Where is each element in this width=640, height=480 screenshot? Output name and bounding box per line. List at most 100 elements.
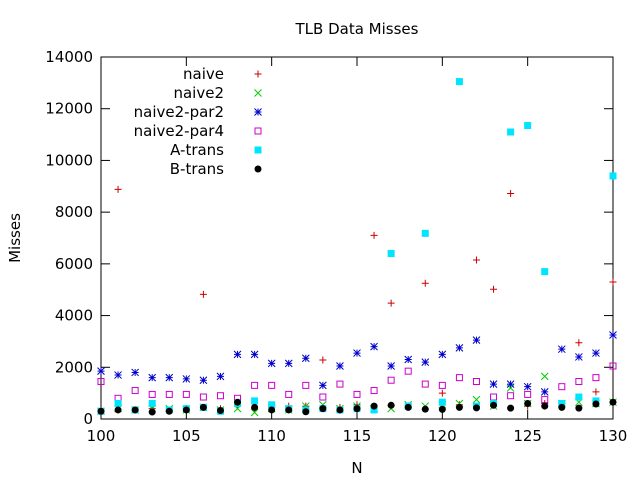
data-point-B-trans [524, 399, 532, 407]
data-point-B-trans [285, 406, 293, 414]
data-point-A-trans [148, 399, 156, 407]
data-point-B-trans [165, 407, 173, 415]
axis-ticks: 100 105 110 115 120 125 130 0 2000 4000 6000 8000 10… [45, 48, 627, 445]
data-point-naive2-par4 [609, 362, 617, 370]
data-point-naive [438, 389, 446, 397]
legend-label: naive [183, 65, 224, 83]
data-point-B-trans [216, 406, 224, 414]
data-point-B-trans [421, 405, 429, 413]
data-point-naive2-par2 [404, 355, 413, 364]
data-point-naive2-par4 [592, 374, 600, 382]
y-tick-label: 6000 [55, 255, 93, 273]
data-point-naive2-par2 [370, 342, 378, 351]
data-point-naive2-par4 [131, 387, 139, 395]
data-point-naive [490, 285, 498, 293]
x-tick-label: 115 [343, 427, 372, 445]
data-point-A-trans [609, 172, 617, 180]
data-point-B-trans [336, 406, 344, 414]
data-point-naive2-par2 [267, 359, 276, 368]
data-point-B-trans [199, 403, 207, 411]
series-naive [97, 185, 617, 415]
data-point-naive2-par4 [524, 390, 532, 398]
data-point-B-trans [609, 398, 617, 406]
legend-label: naive2-par2 [134, 103, 224, 121]
data-point-A-trans [507, 128, 515, 136]
legend-label: naive2 [173, 84, 224, 102]
data-point-naive2-par2 [523, 382, 532, 391]
data-point-A-trans [524, 122, 532, 130]
data-point-naive2-par4 [507, 392, 515, 400]
data-point-A-trans [268, 401, 276, 409]
data-point-naive [507, 190, 515, 198]
data-point-naive [609, 278, 617, 286]
x-tick-label: 130 [599, 427, 628, 445]
data-point-naive2-par2 [353, 349, 361, 357]
data-point-naive2-par4 [148, 390, 156, 398]
data-point-naive2-par2 [319, 381, 327, 390]
data-point-naive2-par2 [114, 371, 122, 379]
data-point-naive2-par4 [387, 376, 395, 384]
data-point-B-trans [592, 400, 600, 408]
data-point-A-trans [421, 229, 429, 237]
data-point-B-trans [302, 408, 310, 416]
data-point-naive [575, 339, 583, 347]
legend-marker-A-trans [254, 146, 262, 154]
data-point-naive2-par4 [165, 390, 173, 398]
data-point-naive2-par2 [455, 344, 464, 352]
data-point-naive2 [540, 372, 549, 381]
data-point-naive2-par2 [557, 345, 566, 354]
data-points [97, 78, 617, 417]
data-point-naive2-par4 [455, 374, 463, 382]
y-tick-label: 12000 [45, 100, 93, 118]
data-point-naive2-par2 [506, 380, 515, 388]
y-tick-label: 8000 [55, 203, 93, 221]
data-point-naive2 [506, 384, 515, 392]
data-point-naive2-par4 [251, 381, 259, 389]
data-point-naive2-par2 [387, 362, 395, 370]
data-point-naive2-par4 [336, 380, 344, 388]
data-point-naive2-par2 [284, 359, 293, 368]
data-point-naive2-par2 [336, 362, 344, 370]
legend-marker-naive2-par2 [254, 108, 262, 116]
data-point-naive2-par2 [301, 354, 310, 363]
x-tick-label: 110 [257, 427, 286, 445]
legend-label: A-trans [170, 141, 224, 159]
data-point-B-trans [148, 408, 156, 416]
data-point-naive2-par2 [575, 353, 583, 361]
data-point-B-trans [353, 405, 361, 413]
chart-title: TLB Data Misses [295, 20, 419, 38]
data-point-naive2 [472, 395, 481, 404]
data-point-naive [199, 290, 207, 298]
data-point-naive2-par2 [216, 372, 225, 381]
data-point-B-trans [131, 406, 139, 414]
data-point-B-trans [268, 406, 276, 414]
data-point-naive2-par2 [540, 387, 549, 396]
data-point-A-trans [541, 268, 549, 276]
data-point-naive2-par4 [490, 393, 498, 401]
data-point-naive [319, 356, 327, 364]
data-point-naive2-par4 [404, 367, 412, 375]
data-point-naive2-par4 [319, 393, 327, 401]
data-point-A-trans [387, 250, 395, 258]
data-point-B-trans [370, 402, 378, 410]
data-point-naive [387, 299, 395, 307]
data-point-naive2-par4 [302, 381, 310, 389]
data-point-naive2-par2 [250, 350, 259, 359]
legend-marker-naive2 [254, 89, 262, 97]
y-axis-label: Misses [6, 213, 24, 263]
data-point-naive [114, 185, 122, 193]
data-point-A-trans [455, 78, 463, 86]
x-axis-label: N [351, 459, 362, 477]
data-point-B-trans [438, 405, 446, 413]
data-point-naive2-par4 [421, 380, 429, 388]
data-point-naive2-par2 [421, 358, 430, 366]
data-point-B-trans [558, 403, 566, 411]
x-tick-label: 100 [87, 427, 116, 445]
y-tick-label: 4000 [55, 307, 93, 325]
data-point-B-trans [575, 404, 583, 412]
data-point-naive2-par4 [370, 387, 378, 395]
data-point-A-trans [251, 397, 259, 405]
data-point-naive2-par2 [609, 331, 617, 339]
data-point-naive2-par2 [438, 350, 447, 359]
